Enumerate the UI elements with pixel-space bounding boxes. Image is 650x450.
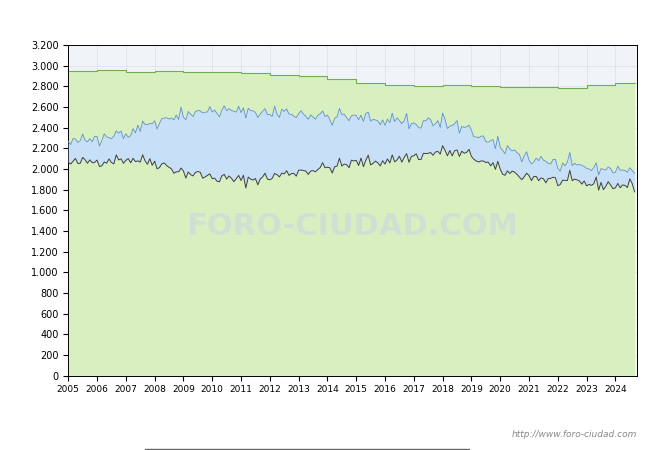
Legend: Ocupados, Parados, Hab. entre 16-64: Ocupados, Parados, Hab. entre 16-64	[145, 449, 469, 450]
Text: http://www.foro-ciudad.com: http://www.foro-ciudad.com	[512, 430, 637, 439]
Text: Montalbán de Córdoba - Evolucion de la poblacion en edad de Trabajar Septiembre : Montalbán de Córdoba - Evolucion de la p…	[0, 13, 650, 26]
Text: FORO-CIUDAD.COM: FORO-CIUDAD.COM	[187, 212, 519, 241]
